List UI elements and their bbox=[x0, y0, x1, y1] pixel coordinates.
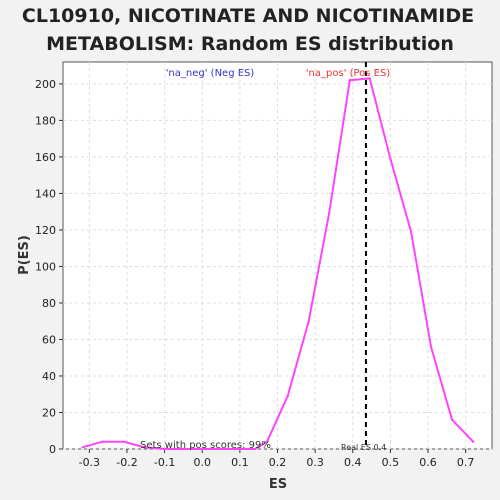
data-point bbox=[286, 394, 289, 398]
data-point bbox=[368, 77, 371, 80]
series-layer bbox=[81, 77, 475, 451]
axis-layer: -0.3 -0.2 -0.1 0.0 0.1 0.2 0.3 0.4 0.5 0.6 0.7 0 20 4… bbox=[35, 78, 474, 469]
y-tick-label: 120 bbox=[35, 224, 56, 237]
data-point bbox=[307, 320, 310, 323]
data-point bbox=[429, 345, 433, 348]
data-point bbox=[265, 440, 269, 443]
x-axis-label: ES bbox=[269, 477, 287, 492]
y-tick-label: 60 bbox=[42, 333, 56, 346]
x-tick-label: -0.2 bbox=[116, 456, 137, 469]
x-tick-label: 0.3 bbox=[306, 456, 324, 469]
data-point bbox=[238, 447, 242, 451]
data-point bbox=[81, 445, 85, 449]
y-tick-label: 160 bbox=[35, 151, 56, 164]
x-tick-label: 0.0 bbox=[193, 456, 211, 469]
x-tick-label: -0.3 bbox=[79, 456, 100, 469]
neg-es-label: 'na_neg' (Neg ES) bbox=[166, 68, 255, 79]
data-point bbox=[122, 440, 126, 443]
x-tick-label: 0.1 bbox=[231, 456, 249, 469]
chart-title-line-1: CL10910, NICOTINATE AND NICOTINAMIDE bbox=[22, 5, 474, 27]
data-point bbox=[450, 418, 454, 421]
y-tick-label: 0 bbox=[49, 443, 56, 456]
y-tick-label: 200 bbox=[35, 78, 56, 91]
x-tick-label: 0.5 bbox=[382, 456, 400, 469]
data-point bbox=[163, 447, 166, 451]
data-point bbox=[348, 79, 351, 82]
chart-title-line-2: METABOLISM: Random ES distribution bbox=[46, 33, 454, 55]
y-axis-label: P(ES) bbox=[17, 235, 32, 275]
data-point bbox=[253, 447, 257, 451]
x-tick-label: -0.1 bbox=[154, 456, 175, 469]
x-tick-label: 0.4 bbox=[344, 456, 362, 469]
y-tick-label: 20 bbox=[42, 406, 56, 419]
pos-scores-note: Sets with pos scores: 99% bbox=[140, 440, 271, 451]
data-point bbox=[409, 230, 413, 233]
y-tick-label: 180 bbox=[35, 114, 56, 127]
data-point bbox=[327, 212, 331, 215]
pos-es-label: 'na_pos' (Pos ES) bbox=[306, 68, 391, 79]
y-tick-label: 140 bbox=[35, 187, 56, 200]
y-tick-label: 40 bbox=[42, 370, 56, 383]
x-tick-label: 0.7 bbox=[457, 456, 475, 469]
data-point bbox=[471, 440, 475, 443]
data-point bbox=[182, 447, 185, 451]
data-point bbox=[389, 157, 392, 160]
data-point bbox=[219, 447, 223, 451]
data-point bbox=[142, 445, 146, 449]
y-tick-label: 100 bbox=[35, 260, 56, 273]
data-point bbox=[201, 447, 204, 451]
y-tick-label: 80 bbox=[42, 297, 56, 310]
real-es-label: Real ES 0.4 bbox=[341, 443, 386, 452]
x-tick-label: 0.2 bbox=[269, 456, 287, 469]
data-point bbox=[101, 440, 104, 443]
x-tick-label: 0.6 bbox=[419, 456, 437, 469]
grid-layer bbox=[63, 62, 492, 450]
